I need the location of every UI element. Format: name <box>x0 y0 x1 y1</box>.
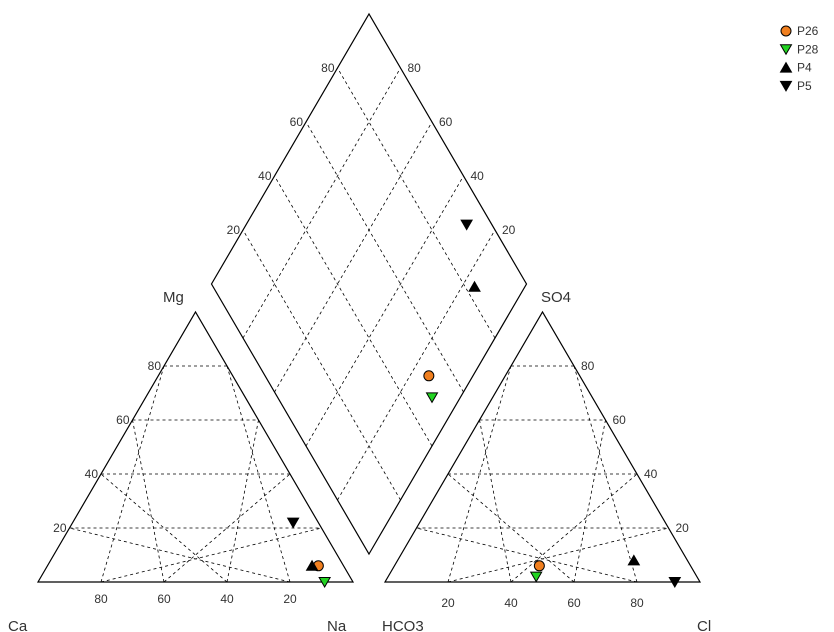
cation-left-tick-label: 20 <box>53 521 67 535</box>
cation-point-p4 <box>305 559 319 571</box>
cation-bottom-tick-label: 40 <box>220 592 234 606</box>
diamond-grid-a <box>305 175 464 447</box>
anion-corner-so4: SO4 <box>541 289 571 306</box>
diamond-grid-a <box>337 229 496 501</box>
legend-marker-p28 <box>779 44 793 56</box>
anion-bottom-tick-label: 60 <box>567 596 581 610</box>
anion-point-p4 <box>627 554 641 566</box>
diamond-grid-a <box>274 121 433 393</box>
anion-grid-b <box>447 527 669 583</box>
diamond-right-tick-label: 40 <box>471 169 485 183</box>
cation-grid-b <box>226 419 259 583</box>
cation-corner-mg: Mg <box>163 289 184 306</box>
cation-bottom-tick-label: 60 <box>157 592 171 606</box>
diamond-grid-b <box>274 175 433 447</box>
diamond-point-p4 <box>468 280 481 292</box>
cation-grid-a <box>100 365 165 583</box>
legend-label-p28: P28 <box>797 42 819 56</box>
cation-bottom-tick-label: 80 <box>94 592 108 606</box>
cation-grid-b <box>163 473 291 583</box>
legend-label-p26: P26 <box>797 24 819 38</box>
diamond-left-tick-label: 40 <box>258 169 272 183</box>
diamond-left-tick-label: 60 <box>290 115 304 129</box>
cation-triangle-outline <box>36 310 355 583</box>
anion-grid-a <box>447 365 512 583</box>
cation-corner-ca: Ca <box>8 618 28 632</box>
data-points <box>286 219 682 588</box>
anion-grid-b <box>573 365 638 583</box>
cation-left-tick-label: 80 <box>148 359 162 373</box>
anion-grid-b <box>510 473 638 583</box>
legend-marker-p5 <box>779 80 793 92</box>
anion-bottom-tick-label: 80 <box>630 596 644 610</box>
anion-right-tick-label: 20 <box>676 521 690 535</box>
anion-bottom-tick-label: 20 <box>441 596 455 610</box>
anion-grid-b <box>573 419 606 583</box>
anion-right-tick-label: 80 <box>581 359 595 373</box>
diagram-outlines <box>36 12 702 583</box>
diamond-point-p5 <box>460 219 474 231</box>
cation-corner-na: Na <box>327 618 347 632</box>
cation-grid-b <box>226 365 291 583</box>
legend-marker-p26 <box>780 25 792 37</box>
anion-point-p5 <box>668 577 682 588</box>
anion-bottom-tick-label: 40 <box>504 596 518 610</box>
diamond-outline <box>210 12 528 556</box>
diamond-left-tick-label: 20 <box>227 223 241 237</box>
anion-point-p28 <box>529 571 543 583</box>
anion-right-tick-label: 60 <box>613 413 627 427</box>
anion-triangle-outline <box>383 310 702 583</box>
diamond-point-p26 <box>423 370 435 382</box>
anion-corner-hco3: HCO3 <box>382 618 424 632</box>
legend: P26 P28 P4 P5 <box>779 24 819 93</box>
cation-grid-a <box>69 527 291 583</box>
cation-grid-a <box>132 419 165 583</box>
diamond-grid-b <box>305 121 464 393</box>
anion-grid-a <box>479 419 512 583</box>
tick-labels: 80 60 40 20 20 40 60 80 20 40 60 80 20 40 60 80 20 40 60 80… <box>53 61 689 610</box>
anion-grid-a <box>447 473 575 583</box>
diamond-point-p28 <box>425 392 439 404</box>
anion-right-tick-label: 40 <box>644 467 658 481</box>
diamond-grid-b <box>337 67 496 339</box>
cation-grid-b <box>100 527 322 583</box>
legend-label-p5: P5 <box>797 79 812 93</box>
legend-label-p4: P4 <box>797 61 812 75</box>
anion-corner-cl: Cl <box>697 618 711 632</box>
diamond-right-tick-label: 20 <box>502 223 516 237</box>
cation-point-p5 <box>286 517 300 529</box>
cation-left-tick-label: 60 <box>116 413 130 427</box>
diamond-grid-a <box>242 67 401 339</box>
legend-marker-p4 <box>779 61 793 73</box>
anion-point-p26 <box>533 560 545 572</box>
diamond-right-tick-label: 60 <box>439 115 453 129</box>
diamond-right-tick-label: 80 <box>408 61 422 75</box>
diamond-left-tick-label: 80 <box>321 61 335 75</box>
cation-point-p28 <box>318 577 332 588</box>
cation-bottom-tick-label: 20 <box>283 592 297 606</box>
anion-grid-a <box>416 527 638 583</box>
cation-left-tick-label: 40 <box>85 467 99 481</box>
diamond-grid-b <box>242 229 401 501</box>
grid-lines <box>69 67 669 583</box>
cation-grid-a <box>100 473 228 583</box>
